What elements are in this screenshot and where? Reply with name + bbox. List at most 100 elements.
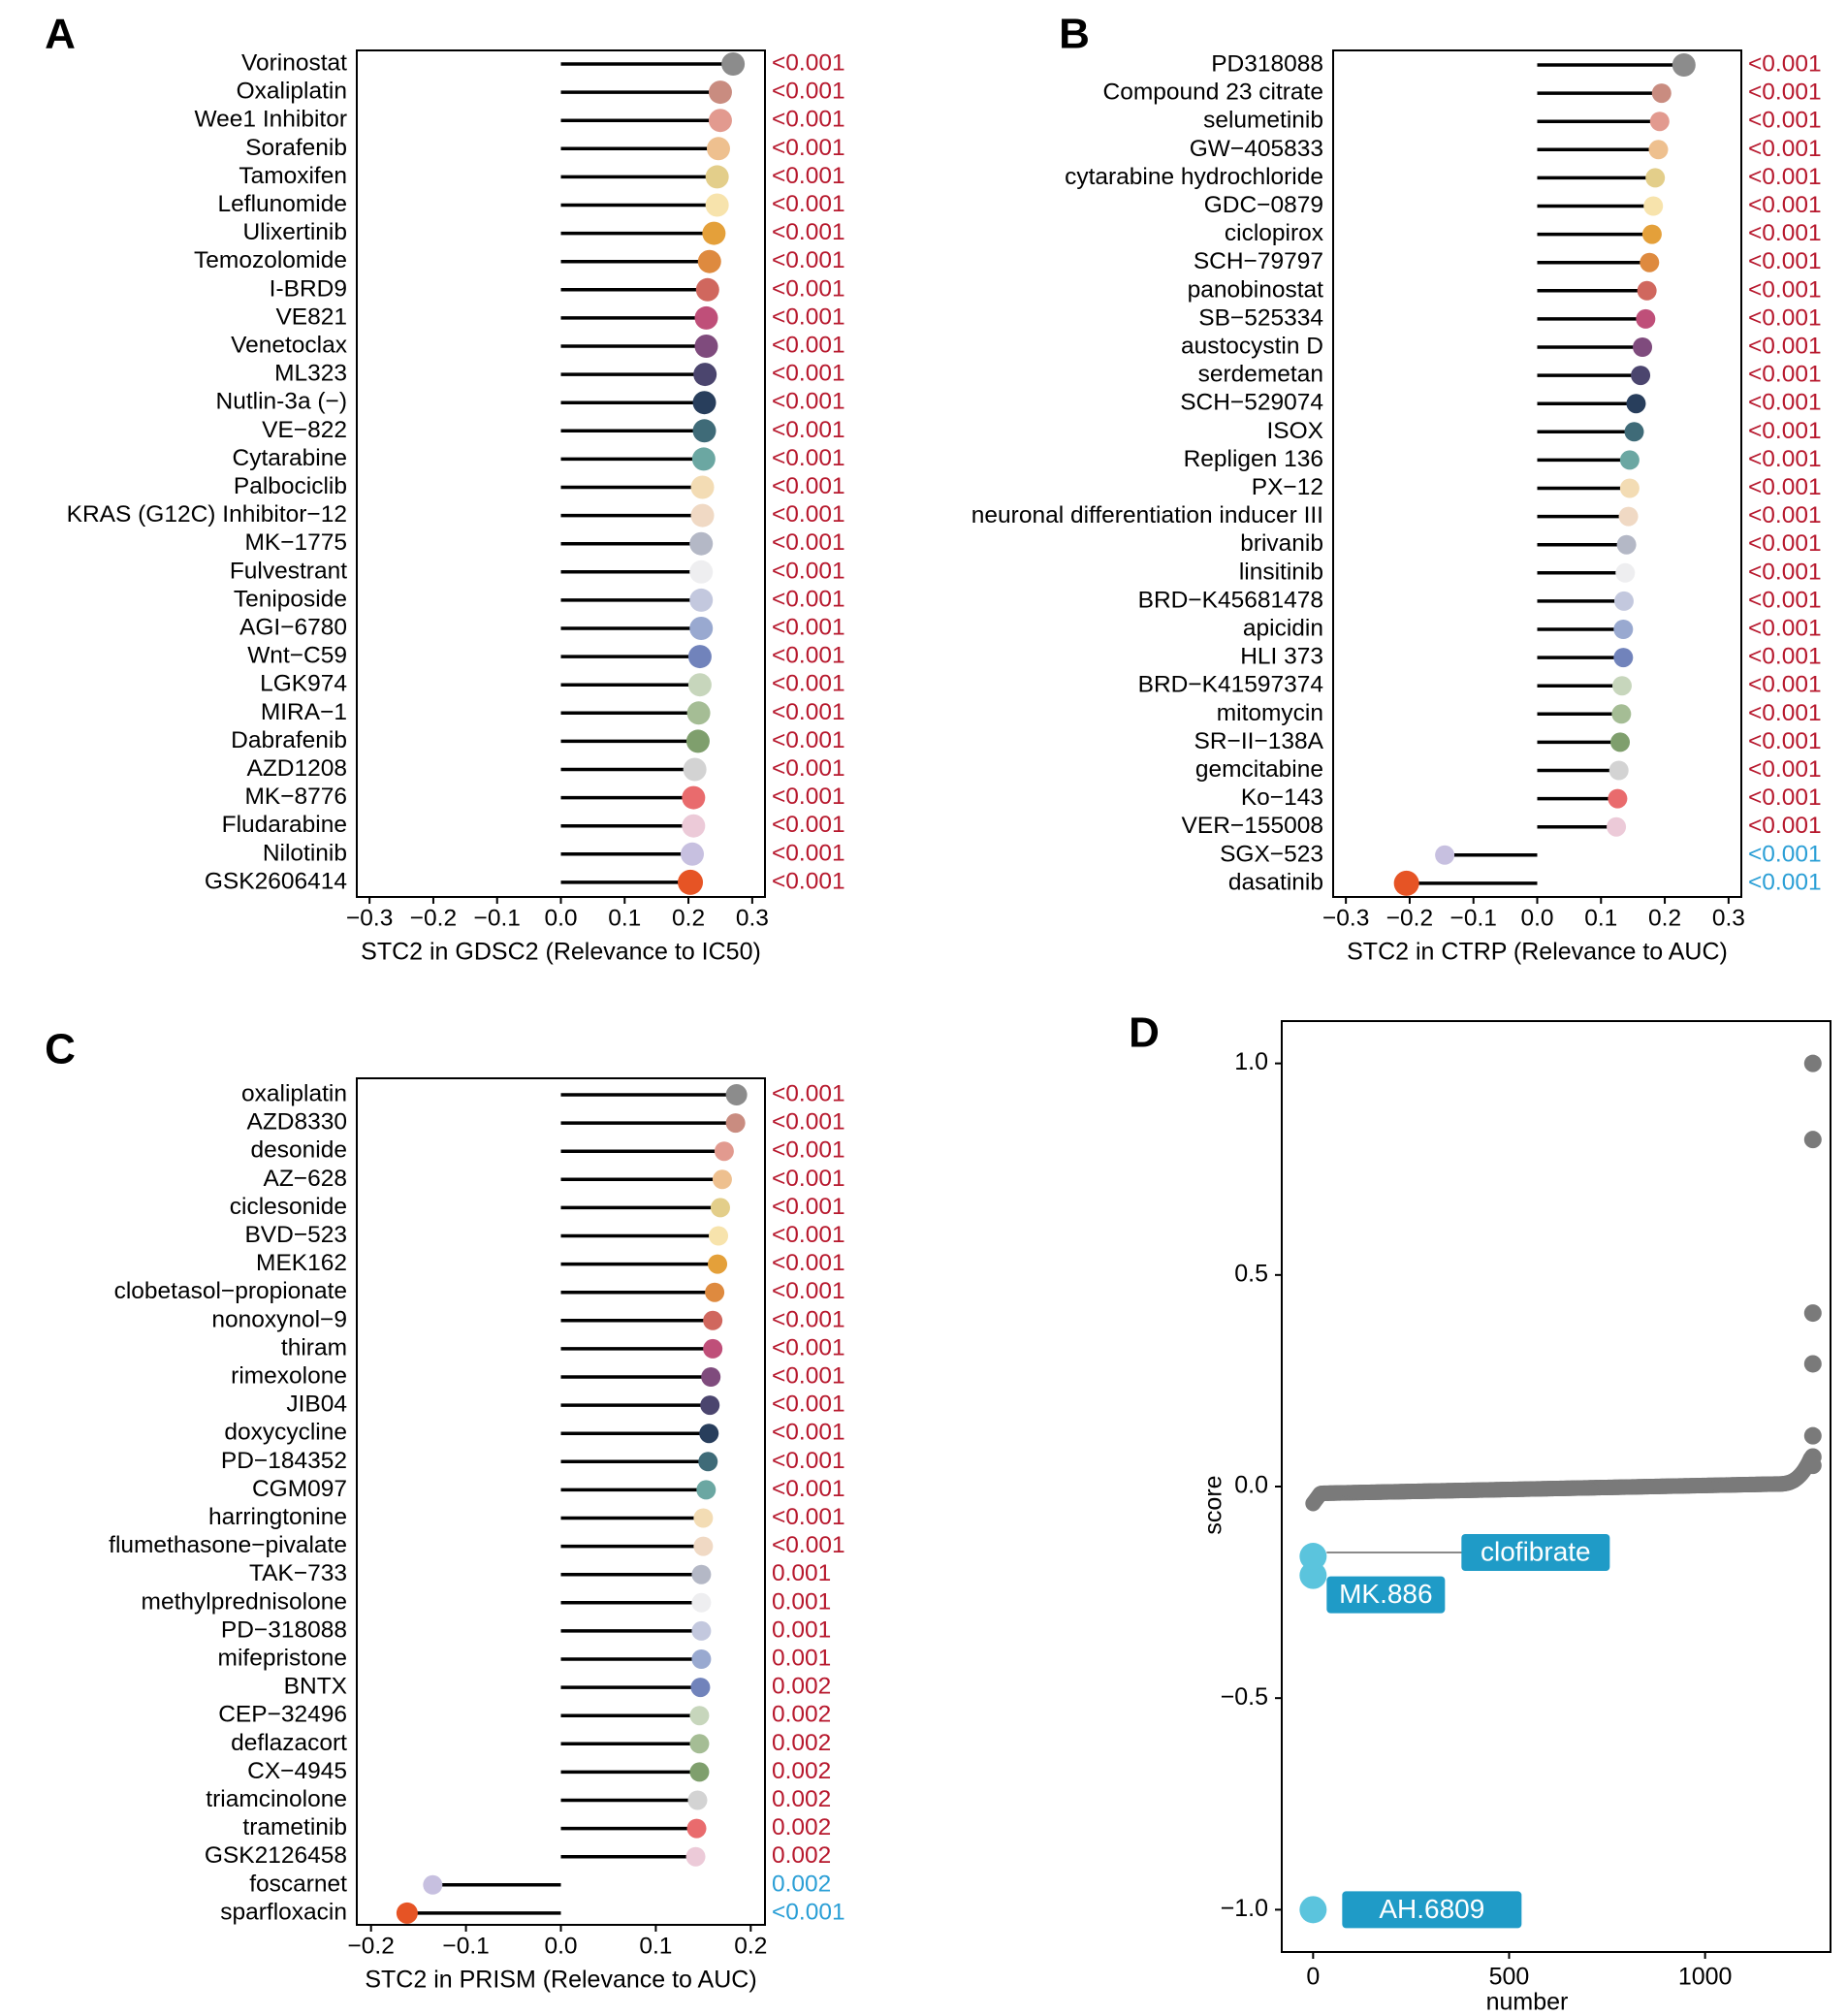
data-point (699, 1424, 719, 1444)
data-point (689, 1762, 710, 1782)
category-label: VE821 (275, 304, 347, 330)
category-label: thiram (281, 1334, 347, 1360)
data-point (1643, 196, 1664, 216)
category-label: panobinostat (1188, 276, 1324, 303)
data-point (1613, 620, 1634, 639)
category-label: JIB04 (286, 1392, 347, 1418)
category-label: SB−525334 (1198, 304, 1323, 331)
pvalue-label: <0.001 (772, 417, 845, 443)
data-point (1615, 562, 1636, 583)
panel-b: B PD318088 <0.001 Compound 23 citrate <0.001… (971, 11, 1822, 966)
data-point (1608, 788, 1628, 809)
pvalue-label: <0.001 (772, 1109, 845, 1136)
category-label: Nilotinib (263, 840, 347, 866)
pvalue-label: <0.001 (1748, 530, 1822, 557)
data-point (683, 757, 707, 782)
category-label: BRD−K45681478 (1138, 587, 1323, 613)
data-point (692, 391, 717, 415)
category-label: Compound 23 citrate (1103, 80, 1323, 106)
x-tick-label: −0.3 (346, 905, 393, 931)
data-point (1645, 168, 1666, 188)
pvalue-label: <0.001 (772, 501, 845, 528)
data-point (1649, 112, 1670, 132)
highlight-point (1299, 1896, 1327, 1924)
y-tick-label: 0.5 (1234, 1260, 1268, 1287)
category-label: PD−184352 (221, 1448, 347, 1474)
category-label: Wee1 Inhibitor (194, 107, 347, 133)
outlier-point (1803, 1304, 1822, 1323)
data-point (686, 1818, 707, 1839)
data-point (709, 1226, 729, 1246)
pvalue-label: <0.001 (772, 107, 845, 133)
outlier-point (1803, 1131, 1822, 1149)
x-tick-label: −0.3 (1322, 905, 1369, 931)
x-axis-label: STC2 in GDSC2 (Relevance to IC50) (361, 939, 761, 966)
pvalue-label: <0.001 (1748, 248, 1822, 274)
data-point (712, 1169, 732, 1190)
x-tick-label: −0.1 (474, 905, 521, 931)
data-point (690, 503, 715, 528)
category-label: sparfloxacin (220, 1899, 347, 1925)
pvalue-label: <0.001 (1748, 418, 1822, 444)
panel-d: D MK.886 clofibrate AH.6809 −1.0 −0.5 0.0 0.5 1.… (1129, 1009, 1831, 2016)
data-point (1631, 366, 1651, 386)
pvalue-label: <0.001 (772, 332, 845, 358)
category-label: Fludarabine (222, 812, 347, 838)
category-label: SGX−523 (1220, 841, 1323, 867)
data-point (1616, 534, 1637, 555)
category-label: cytarabine hydrochloride (1065, 164, 1323, 190)
category-label: linsitinib (1239, 559, 1323, 585)
pvalue-label: <0.001 (1748, 164, 1822, 190)
pvalue-label: 0.002 (772, 1702, 831, 1728)
category-label: SCH−79797 (1194, 248, 1323, 274)
pvalue-label: <0.001 (772, 1392, 845, 1418)
pvalue-label: <0.001 (1748, 304, 1822, 331)
category-label: doxycycline (224, 1420, 347, 1446)
pvalue-label: <0.001 (1748, 390, 1822, 416)
data-point (423, 1874, 443, 1895)
data-point (691, 1564, 712, 1584)
category-label: Nutlin-3a (−) (216, 389, 347, 415)
y-tick-label: −0.5 (1221, 1683, 1268, 1711)
category-label: flumethasone−pivalate (109, 1532, 347, 1558)
x-tick-label: −0.1 (442, 1933, 489, 1959)
pvalue-label: <0.001 (772, 79, 845, 105)
data-point (689, 560, 714, 584)
pvalue-label: <0.001 (1748, 192, 1822, 218)
x-tick-label: 0.0 (544, 1933, 577, 1959)
data-point (706, 137, 730, 161)
pvalue-label: <0.001 (772, 614, 845, 640)
data-point (702, 221, 726, 245)
x-tick-label: 0.2 (1648, 905, 1681, 931)
category-label: mifepristone (218, 1645, 347, 1671)
data-point (1611, 704, 1632, 724)
pvalue-label: <0.001 (772, 1194, 845, 1220)
pvalue-label: <0.001 (772, 558, 845, 584)
category-label: Wnt−C59 (247, 643, 347, 669)
pvalue-label: 0.002 (772, 1842, 831, 1869)
category-label: AZ−628 (264, 1166, 348, 1192)
data-point (694, 305, 718, 330)
data-point (1651, 83, 1672, 104)
pvalue-label: <0.001 (1748, 587, 1822, 613)
data-point (1611, 676, 1632, 696)
category-label: BVD−523 (244, 1222, 347, 1248)
outlier-point (1803, 1054, 1822, 1072)
category-label: harringtonine (208, 1504, 347, 1530)
pvalue-label: <0.001 (772, 304, 845, 330)
data-point (1626, 394, 1646, 414)
category-label: ML323 (274, 361, 347, 387)
category-label: Venetoclax (231, 332, 347, 358)
x-tick-label: 0.1 (639, 1933, 672, 1959)
category-label: AGI−6780 (239, 614, 347, 640)
data-point (714, 1141, 734, 1162)
data-point (678, 869, 704, 895)
pvalue-label: 0.002 (772, 1871, 831, 1897)
compound-label-box (1342, 1891, 1522, 1929)
data-point (1672, 53, 1696, 77)
category-label: Fulvestrant (230, 558, 347, 584)
pvalue-label: <0.001 (772, 1448, 845, 1474)
data-point (696, 1480, 717, 1500)
category-label: Ulixertinib (242, 219, 347, 245)
